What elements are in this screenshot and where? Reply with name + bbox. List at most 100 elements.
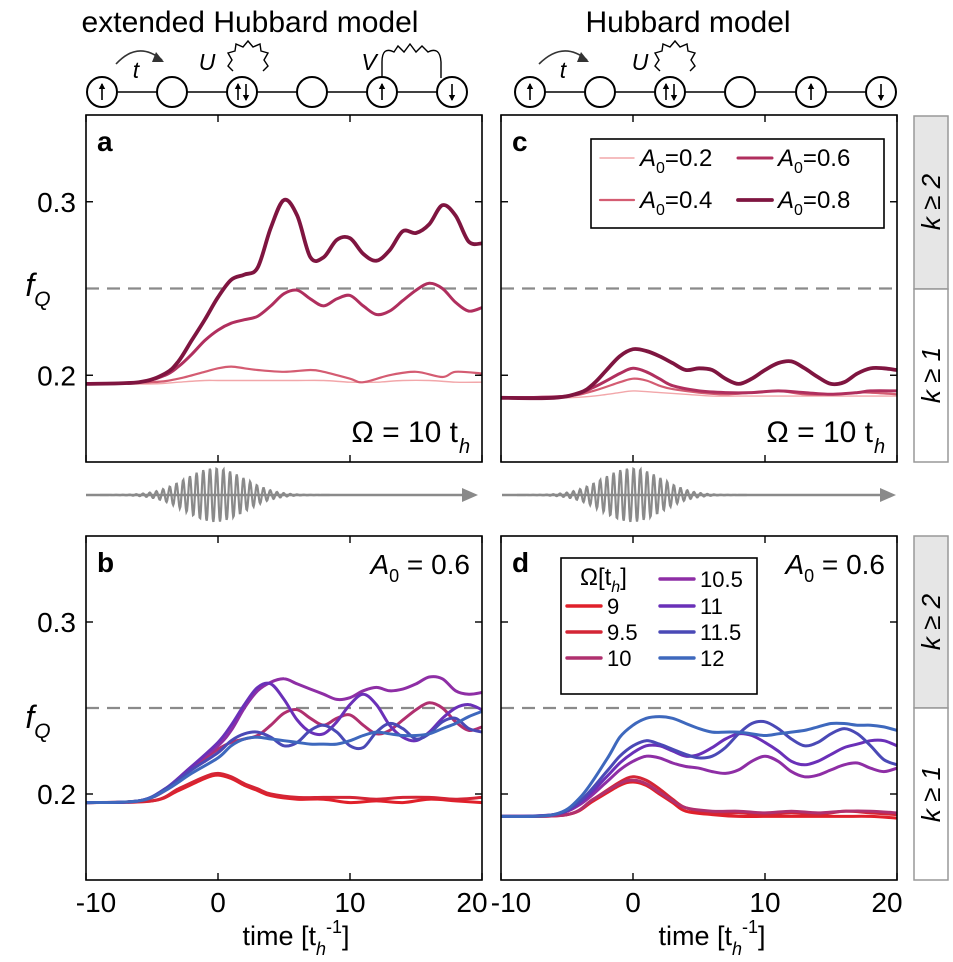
spin-down-arrowhead [877, 95, 885, 101]
xlabel-left: time [th-1] [242, 917, 349, 959]
nonlocal-interaction-icon [381, 42, 442, 78]
legend-label: A0=0.8 [776, 187, 850, 219]
legend-frame [590, 138, 885, 229]
series-line [86, 716, 482, 805]
annotation-sub: h [459, 436, 470, 458]
side-label-top: k ≥ 2 k ≥ 1 [913, 115, 949, 463]
pulse-arrow-left [86, 466, 478, 523]
series-line [86, 197, 482, 386]
legend: A0=0.2A0=0.4A0=0.6A0=0.8 [590, 138, 885, 229]
spin-up-arrowhead [807, 83, 815, 89]
series-group [86, 197, 482, 386]
series-line [86, 681, 482, 805]
lattice-site-empty [584, 76, 616, 108]
panel-letter: c [512, 126, 528, 157]
annotation-tail: = 0.6 [814, 549, 885, 580]
x-tick-label: 10 [749, 887, 780, 918]
legend-value: =0.2 [665, 145, 712, 172]
series-line [86, 709, 482, 805]
series-group [501, 715, 897, 820]
panel-frame [85, 114, 483, 463]
series-line [86, 773, 482, 805]
legend-label: 10.5 [700, 567, 743, 592]
panel-letter: d [512, 547, 529, 578]
pulse-arrowhead [462, 488, 478, 502]
legend-label: A0=0.6 [776, 145, 850, 177]
legend-prefix: A [776, 145, 794, 172]
series-line [86, 675, 482, 805]
panel-b: 0.20.3-10 0 10 20b A0 = 0.6 [37, 535, 488, 918]
series-line [501, 732, 897, 818]
onsite-interaction-icon [653, 39, 697, 72]
series-line [501, 780, 897, 820]
panel-frame [500, 535, 898, 881]
series-group [86, 675, 482, 805]
legend-prefix: A [638, 187, 656, 214]
hop-label: t [133, 57, 141, 83]
panel-annotation: Ω = 10 t [351, 416, 458, 449]
legend-label: 9 [607, 594, 619, 619]
annotation-sub: 0 [389, 566, 399, 586]
series-line [86, 771, 482, 805]
lattice-right: t U [514, 39, 897, 108]
legend-label: 11 [700, 594, 723, 619]
lattice-left: t U V [86, 39, 468, 108]
hop-arrowhead [577, 52, 589, 62]
xlabel-right: time [th-1] [658, 917, 765, 959]
y-tick-label: 0.3 [37, 187, 76, 218]
spin-down-arrowhead [670, 95, 678, 101]
annotation-sub: h [874, 436, 885, 458]
spin-up-arrowhead [378, 83, 386, 89]
legend-sub: 0 [656, 202, 665, 219]
panel-annotation: A0 = 0.6 [783, 549, 885, 586]
side-text-upper: k ≥ 2 [916, 173, 946, 230]
series-line [501, 778, 897, 818]
ylabel-bottom: fQ [25, 699, 50, 743]
pulse-wave [100, 466, 330, 523]
onsite-label: U [632, 49, 649, 75]
legend-sub: 0 [794, 160, 803, 177]
x-tick-label: 20 [871, 887, 902, 918]
lattice-site-updown [654, 76, 686, 108]
annotation-main: A [783, 549, 804, 580]
lattice-site-updown [226, 76, 258, 108]
heading-hubbard: Hubbard model [585, 6, 790, 39]
annotation-tail: = 0.6 [399, 549, 470, 580]
y-tick-label: 0.2 [37, 360, 76, 391]
legend-label: 12 [700, 646, 724, 671]
spin-up-arrowhead [662, 83, 670, 89]
series-line [501, 719, 897, 818]
onsite-interaction-icon [226, 39, 270, 72]
lattice-site-empty [156, 76, 188, 108]
annotation-main: A [368, 549, 389, 580]
nonlocal-label: V [361, 49, 379, 75]
lattice-site-empty [296, 76, 328, 108]
legend-label: 10 [607, 646, 631, 671]
side-box-lower [913, 707, 949, 881]
legend-label: A0=0.2 [638, 145, 712, 177]
legend-sub: 0 [794, 202, 803, 219]
heading-extended-hubbard: extended Hubbard model [82, 6, 419, 39]
lattice-site-empty [724, 76, 756, 108]
legend-label: A0=0.4 [638, 187, 712, 219]
spin-up-arrowhead [526, 83, 534, 89]
legend-label: 11.5 [700, 620, 741, 645]
series-line [501, 715, 897, 819]
pulse-arrowhead [880, 488, 896, 502]
spin-down-arrowhead [448, 95, 456, 101]
legend-value: =0.8 [803, 187, 850, 214]
pulse-arrow-right [502, 466, 896, 523]
panel-letter: a [97, 126, 113, 157]
legend-sub: 0 [656, 160, 665, 177]
legend-title: Ω[th] [580, 564, 627, 596]
legend-value: =0.4 [665, 187, 712, 214]
series-line [86, 701, 482, 805]
side-text-lower: k ≥ 1 [916, 766, 946, 822]
series-line [86, 281, 482, 386]
series-line [501, 754, 897, 818]
side-label-bottom: k ≥ 2 k ≥ 1 [913, 535, 949, 881]
series-line [501, 347, 897, 401]
